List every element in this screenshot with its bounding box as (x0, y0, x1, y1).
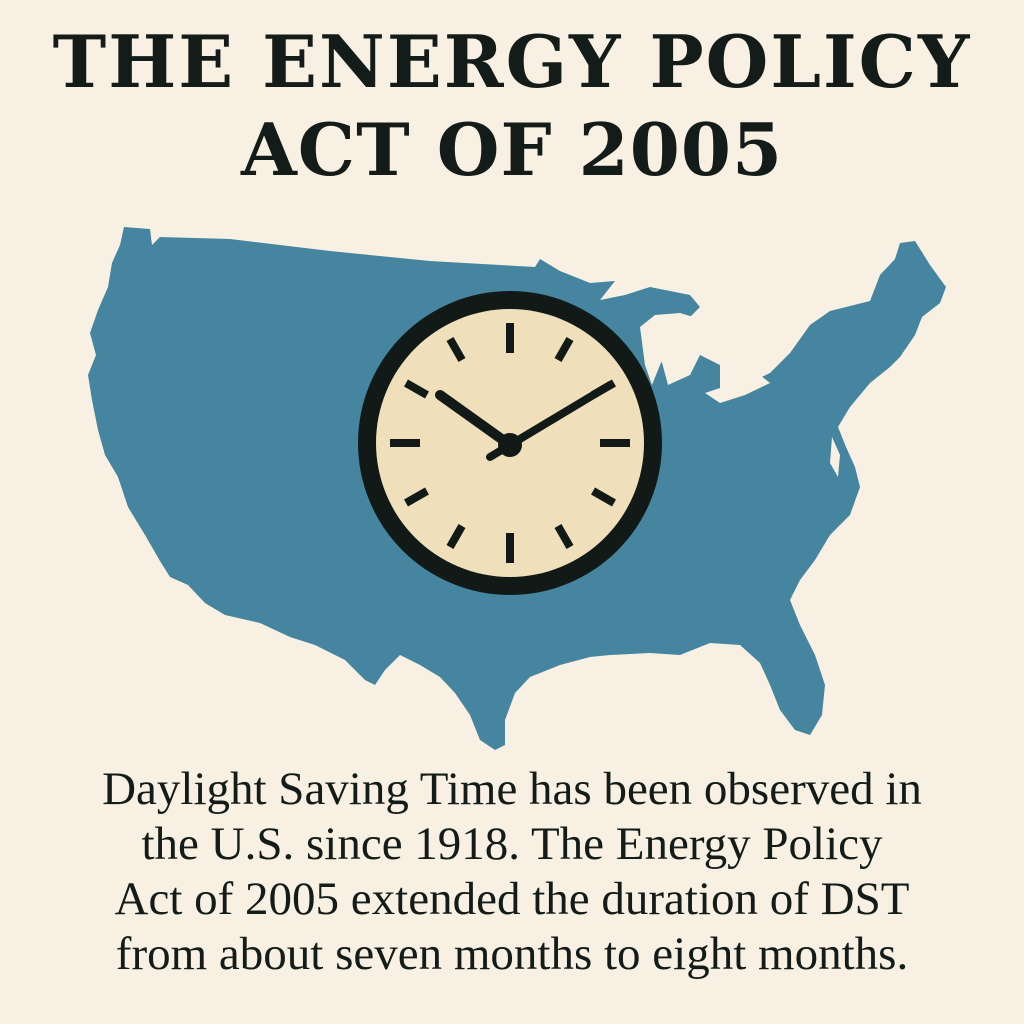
great-lakes-2 (705, 375, 770, 403)
wall-clock-icon (358, 291, 662, 595)
caption: Daylight Saving Time has been observed i… (40, 762, 984, 982)
illustration-svg (88, 227, 946, 750)
caption-line-3: Act of 2005 extended the duration of DST (114, 873, 910, 925)
caption-line-4: from about seven months to eight months. (115, 928, 909, 980)
caption-line-2: the U.S. since 1918. The Energy Policy (141, 818, 883, 870)
title-line-1: THE ENERGY POLICY (52, 19, 972, 104)
illustration (0, 215, 1024, 760)
page-title: THE ENERGY POLICY ACT OF 2005 (0, 18, 1024, 194)
coast-notch (830, 437, 840, 477)
caption-line-1: Daylight Saving Time has been observed i… (102, 763, 922, 815)
great-lakes (640, 313, 700, 385)
title-line-2: ACT OF 2005 (240, 107, 784, 192)
